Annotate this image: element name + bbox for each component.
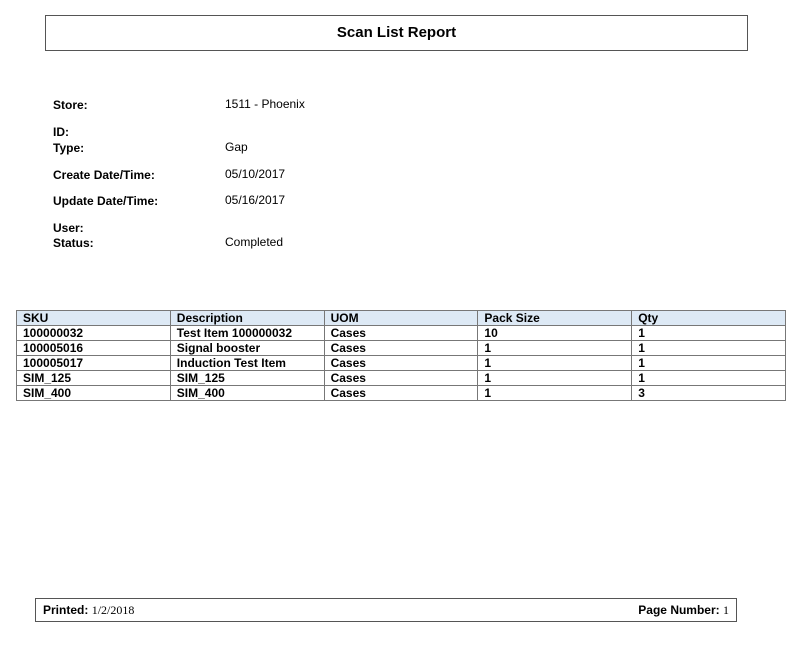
table-cell: 100000032 — [16, 325, 171, 341]
table-row: 100000032 Test Item 100000032 Cases 10 1 — [16, 325, 786, 341]
table-cell: 100005016 — [16, 340, 171, 356]
field-label: Store: — [53, 98, 88, 112]
printed-date: 1/2/2018 — [91, 603, 135, 617]
table-cell: 1 — [631, 340, 786, 356]
printed-label: Printed: — [43, 603, 89, 617]
page-number: Page Number: 1 — [638, 599, 729, 621]
field-label: Status: — [53, 236, 94, 250]
table-row: 100005017 Induction Test Item Cases 1 1 — [16, 355, 786, 371]
footer: Printed: 1/2/2018 Page Number: 1 — [35, 598, 737, 622]
column-header: Description — [169, 310, 325, 326]
table-cell: 1 — [631, 325, 786, 341]
table-cell: SIM_125 — [169, 370, 325, 386]
table-cell: 1 — [477, 355, 633, 371]
table-cell: 100005017 — [16, 355, 171, 371]
scan-table: SKU Description UOM Pack Size Qty 100000032 T… — [16, 310, 786, 401]
table-row: SIM_125 SIM_125 Cases 1 1 — [16, 370, 786, 386]
table-cell: Cases — [323, 370, 479, 386]
column-header: Qty — [631, 310, 786, 326]
field-value: Gap — [225, 140, 248, 154]
page-value: 1 — [723, 603, 729, 617]
field-label: Update Date/Time: — [53, 194, 159, 208]
printed: Printed: 1/2/2018 — [43, 599, 134, 621]
table-cell: Cases — [323, 340, 479, 356]
page-label: Page Number: — [638, 603, 720, 617]
table-row: 100005016 Signal booster Cases 1 1 — [16, 340, 786, 356]
field-label: Create Date/Time: — [53, 168, 155, 182]
column-header: SKU — [16, 310, 171, 326]
table-cell: 1 — [631, 355, 786, 371]
column-header: UOM — [323, 310, 479, 326]
field-value: 05/16/2017 — [225, 193, 286, 207]
table-cell: 3 — [631, 385, 786, 401]
table-cell: Cases — [323, 385, 479, 401]
field-value: 05/10/2017 — [225, 167, 286, 181]
column-header: Pack Size — [477, 310, 633, 326]
field-label: User: — [53, 221, 84, 235]
table-cell: Cases — [323, 355, 479, 371]
table-row: SIM_400 SIM_400 Cases 1 3 — [16, 385, 786, 401]
field-label: ID: — [53, 125, 69, 139]
table-cell: SIM_125 — [16, 370, 171, 386]
field-label: Type: — [53, 141, 85, 155]
table-cell: 1 — [631, 370, 786, 386]
table-cell: Signal booster — [169, 340, 325, 356]
table-cell: Cases — [323, 325, 479, 341]
field-value: Completed — [225, 235, 284, 249]
header-row: SKU Description UOM Pack Size Qty — [16, 310, 786, 326]
table-cell: 1 — [477, 340, 633, 356]
field-value: 1511 - Phoenix — [225, 97, 305, 111]
table-cell: 1 — [477, 385, 633, 401]
report-title: Scan List Report — [45, 15, 748, 51]
table-cell: Induction Test Item — [169, 355, 325, 371]
table-cell: 10 — [477, 325, 633, 341]
table-cell: Test Item 100000032 — [169, 325, 325, 341]
table-cell: 1 — [477, 370, 633, 386]
table-body: 100000032 Test Item 100000032 Cases 10 1 1000… — [16, 325, 786, 401]
table-cell: SIM_400 — [169, 385, 325, 401]
table-cell: SIM_400 — [16, 385, 171, 401]
